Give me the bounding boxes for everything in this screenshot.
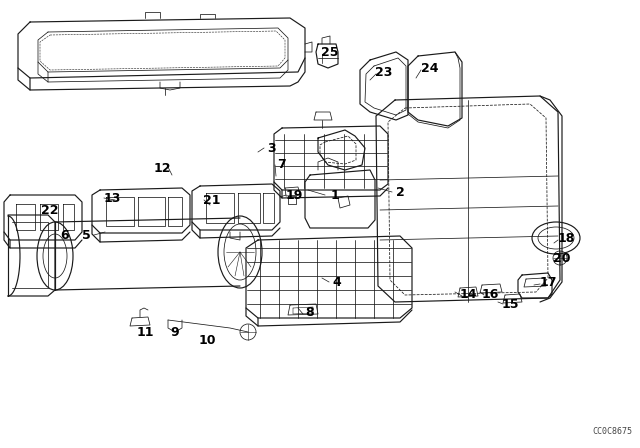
Text: 14: 14 <box>460 289 477 302</box>
Text: 3: 3 <box>268 142 276 155</box>
Text: 7: 7 <box>276 158 285 171</box>
Text: 19: 19 <box>285 189 303 202</box>
Text: 16: 16 <box>481 289 499 302</box>
Text: 8: 8 <box>306 306 314 319</box>
Text: 17: 17 <box>540 276 557 289</box>
Text: 9: 9 <box>171 327 179 340</box>
Text: 10: 10 <box>198 333 216 346</box>
Text: 21: 21 <box>204 194 221 207</box>
Text: 13: 13 <box>103 191 121 204</box>
Text: 12: 12 <box>153 161 171 175</box>
Text: 2: 2 <box>396 185 404 198</box>
Text: 6: 6 <box>61 228 69 241</box>
Text: 11: 11 <box>136 327 154 340</box>
Text: 4: 4 <box>333 276 341 289</box>
Text: 15: 15 <box>501 297 519 310</box>
Text: 1: 1 <box>331 189 339 202</box>
Text: 24: 24 <box>421 61 439 74</box>
Text: 5: 5 <box>82 228 90 241</box>
Text: 18: 18 <box>557 232 575 245</box>
Text: 25: 25 <box>321 46 339 59</box>
Text: CC0C8675: CC0C8675 <box>592 427 632 436</box>
Text: 20: 20 <box>553 251 571 264</box>
Text: 22: 22 <box>41 203 59 216</box>
Text: 23: 23 <box>375 65 393 78</box>
